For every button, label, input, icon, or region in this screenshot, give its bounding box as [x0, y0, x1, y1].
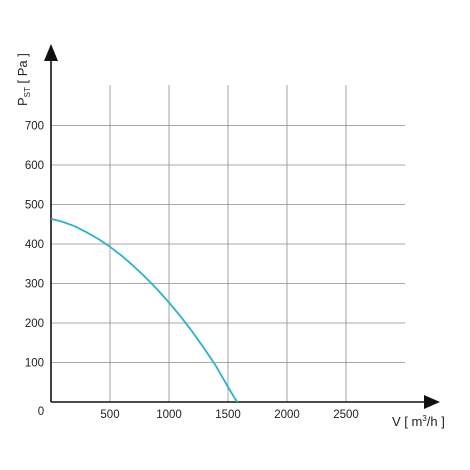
x-axis-arrow — [424, 395, 440, 409]
y-tick-label: 400 — [25, 239, 44, 251]
y-tick-label: 500 — [25, 200, 44, 212]
x-axis-title-tail: /h ] — [427, 414, 445, 429]
y-tick-label: 600 — [25, 160, 44, 172]
grid-lines — [51, 85, 405, 402]
tick-labels: 100 200 300 400 500 600 700 500 1000 1500 2000 2500… — [25, 121, 359, 422]
x-tick-label: 2000 — [274, 409, 300, 421]
origin-label: 0 — [38, 406, 44, 418]
series-group — [50, 217, 239, 403]
x-tick-label: 1000 — [156, 409, 182, 421]
y-axis-title-main: P — [15, 97, 30, 106]
y-axis-title-sub: ST — [23, 87, 32, 97]
x-axis-title: V [ m3/h ] — [392, 414, 445, 429]
x-tick-label: 1500 — [215, 409, 241, 421]
y-tick-label: 100 — [25, 358, 44, 370]
y-axis-title: PST [ Pa ] — [15, 53, 32, 106]
x-tick-label: 2500 — [333, 409, 359, 421]
y-tick-label: 300 — [25, 279, 44, 291]
y-axis-arrow — [44, 44, 58, 61]
x-axis-title-sup: 3 — [422, 414, 427, 423]
axes — [44, 44, 440, 409]
series-line — [50, 217, 239, 403]
y-tick-label: 200 — [25, 318, 44, 330]
x-axis-title-main: V [ m — [392, 414, 422, 429]
y-axis-title-tail: [ Pa ] — [15, 53, 30, 87]
y-tick-label: 700 — [25, 121, 44, 133]
x-tick-label: 500 — [100, 409, 119, 421]
